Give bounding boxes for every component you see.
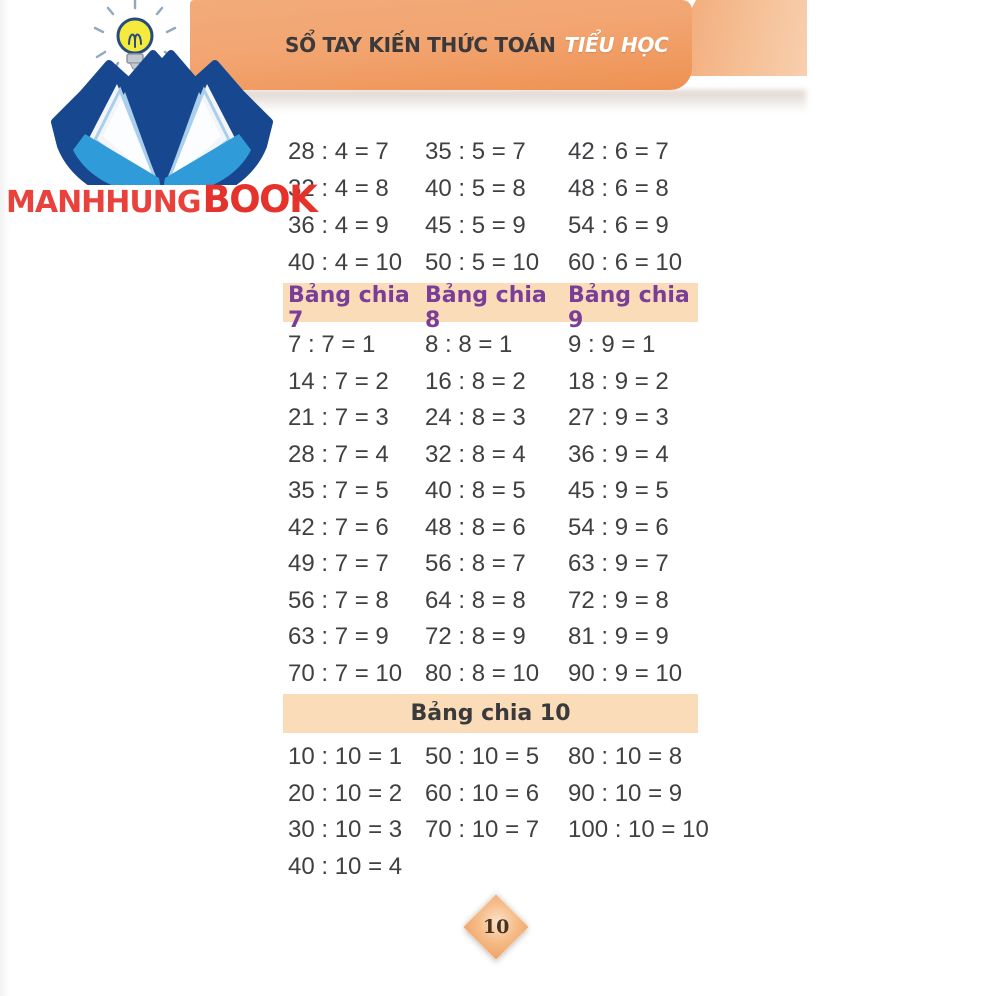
division-equation: 42 : 7 = 6 — [288, 513, 389, 541]
division-equation: 42 : 6 = 7 — [568, 138, 669, 165]
division-equation: 63 : 9 = 7 — [568, 550, 669, 577]
division-equation: 64 : 8 = 8 — [425, 586, 526, 614]
division-equation: 35 : 5 = 7 — [425, 138, 526, 165]
header-banner: SỔ TAY KIẾN THỨC TOÁN TIỂU HỌC — [190, 0, 692, 90]
page-number-badge: 10 — [463, 894, 529, 960]
division-equation: 21 : 7 = 3 — [288, 404, 389, 431]
publisher-logo: MANHHUNG BOOK — [0, 0, 318, 235]
division-equation: 49 : 7 = 7 — [288, 550, 389, 577]
division-equation: 32 : 8 = 4 — [425, 440, 526, 468]
division-equation: 80 : 8 = 10 — [425, 659, 540, 687]
brand-second: BOOK — [202, 178, 318, 221]
division-equation: 10 : 10 = 1 — [288, 743, 403, 770]
division-equation: 7 : 7 = 1 — [288, 331, 376, 358]
division-equation: 45 : 9 = 5 — [568, 477, 669, 504]
division-equation: 27 : 9 = 3 — [568, 404, 669, 431]
division-equation: 24 : 8 = 3 — [425, 404, 526, 431]
division-equation: 60 : 10 = 6 — [425, 779, 540, 807]
division-equation: 28 : 4 = 7 — [288, 138, 389, 165]
division-equation: 48 : 8 = 6 — [425, 513, 526, 541]
division-equation: 28 : 7 = 4 — [288, 440, 389, 468]
division-equation: 16 : 8 = 2 — [425, 367, 526, 395]
division-equation: 14 : 7 = 2 — [288, 367, 389, 395]
division-equation: 56 : 7 = 8 — [288, 586, 389, 614]
page-title: SỔ TAY KIẾN THỨC TOÁN TIỂU HỌC — [285, 33, 669, 57]
section-title-chia-9: Bảng chia 9 — [568, 283, 690, 333]
section-title-chia-10: Bảng chia 10 — [410, 701, 571, 726]
division-equation: 70 : 10 = 7 — [425, 816, 540, 843]
division-equation: 18 : 9 = 2 — [568, 367, 669, 395]
division-equation: 20 : 10 = 2 — [288, 779, 403, 807]
title-main: SỔ TAY KIẾN THỨC TOÁN — [285, 33, 556, 57]
division-equation: 72 : 9 = 8 — [568, 586, 669, 614]
division-equation: 36 : 4 = 9 — [288, 212, 389, 239]
division-equation: 45 : 5 = 9 — [425, 212, 526, 239]
division-equation: 32 : 4 = 8 — [288, 175, 389, 202]
title-accent: TIỂU HỌC — [564, 33, 669, 57]
division-equation: 40 : 4 = 10 — [288, 249, 403, 276]
division-equation: 54 : 6 = 9 — [568, 212, 669, 239]
division-equation: 50 : 5 = 10 — [425, 249, 540, 276]
division-equation: 72 : 8 = 9 — [425, 623, 526, 650]
division-equation: 9 : 9 = 1 — [568, 331, 656, 358]
division-equation: 54 : 9 = 6 — [568, 513, 669, 541]
division-equation: 81 : 9 = 9 — [568, 623, 669, 650]
division-equation: 50 : 10 = 5 — [425, 743, 540, 770]
page-edge-shadow — [0, 0, 10, 996]
division-equation: 60 : 6 = 10 — [568, 249, 683, 276]
publisher-name: MANHHUNG BOOK — [6, 178, 318, 221]
division-equation: 8 : 8 = 1 — [425, 331, 513, 358]
division-equation: 63 : 7 = 9 — [288, 623, 389, 650]
open-book-icon — [51, 0, 273, 185]
division-table-4-5-6-rows: 28 : 4 = 7 35 : 5 = 7 42 : 6 = 7 32 : 4 … — [288, 133, 708, 281]
division-equation: 40 : 10 = 4 — [288, 852, 403, 880]
division-equation: 70 : 7 = 10 — [288, 659, 403, 687]
division-equation: 36 : 9 = 4 — [568, 440, 669, 468]
division-table-10-rows: 10 : 10 = 1 50 : 10 = 5 80 : 10 = 8 20 :… — [288, 739, 709, 885]
division-equation: 80 : 10 = 8 — [568, 743, 683, 770]
division-equation: 35 : 7 = 5 — [288, 477, 389, 504]
division-table-7-8-9-rows: 7 : 7 = 1 8 : 8 = 1 9 : 9 = 1 14 : 7 = 2… — [288, 327, 708, 692]
section-title-chia-7: Bảng chia 7 — [288, 283, 410, 333]
division-equation: 30 : 10 = 3 — [288, 816, 403, 843]
lightbulb-icon — [116, 17, 154, 70]
brand-first: MANHHUNG — [6, 185, 201, 220]
division-equation: 40 : 8 = 5 — [425, 477, 526, 504]
page-number: 10 — [482, 915, 510, 938]
division-equation: 48 : 6 = 8 — [568, 175, 669, 202]
division-equation: 90 : 10 = 9 — [568, 779, 683, 807]
division-equation: 100 : 10 = 10 — [568, 816, 709, 843]
division-equation: 56 : 8 = 7 — [425, 550, 526, 577]
section-title-chia-8: Bảng chia 8 — [425, 283, 547, 333]
section-header-band: Bảng chia 7 Bảng chia 8 Bảng chia 9 — [283, 283, 698, 333]
banner-shadow — [196, 90, 806, 112]
section-header-band-chia-10: Bảng chia 10 — [283, 694, 698, 733]
division-equation: 40 : 5 = 8 — [425, 175, 526, 202]
division-equation: 90 : 9 = 10 — [568, 659, 683, 687]
